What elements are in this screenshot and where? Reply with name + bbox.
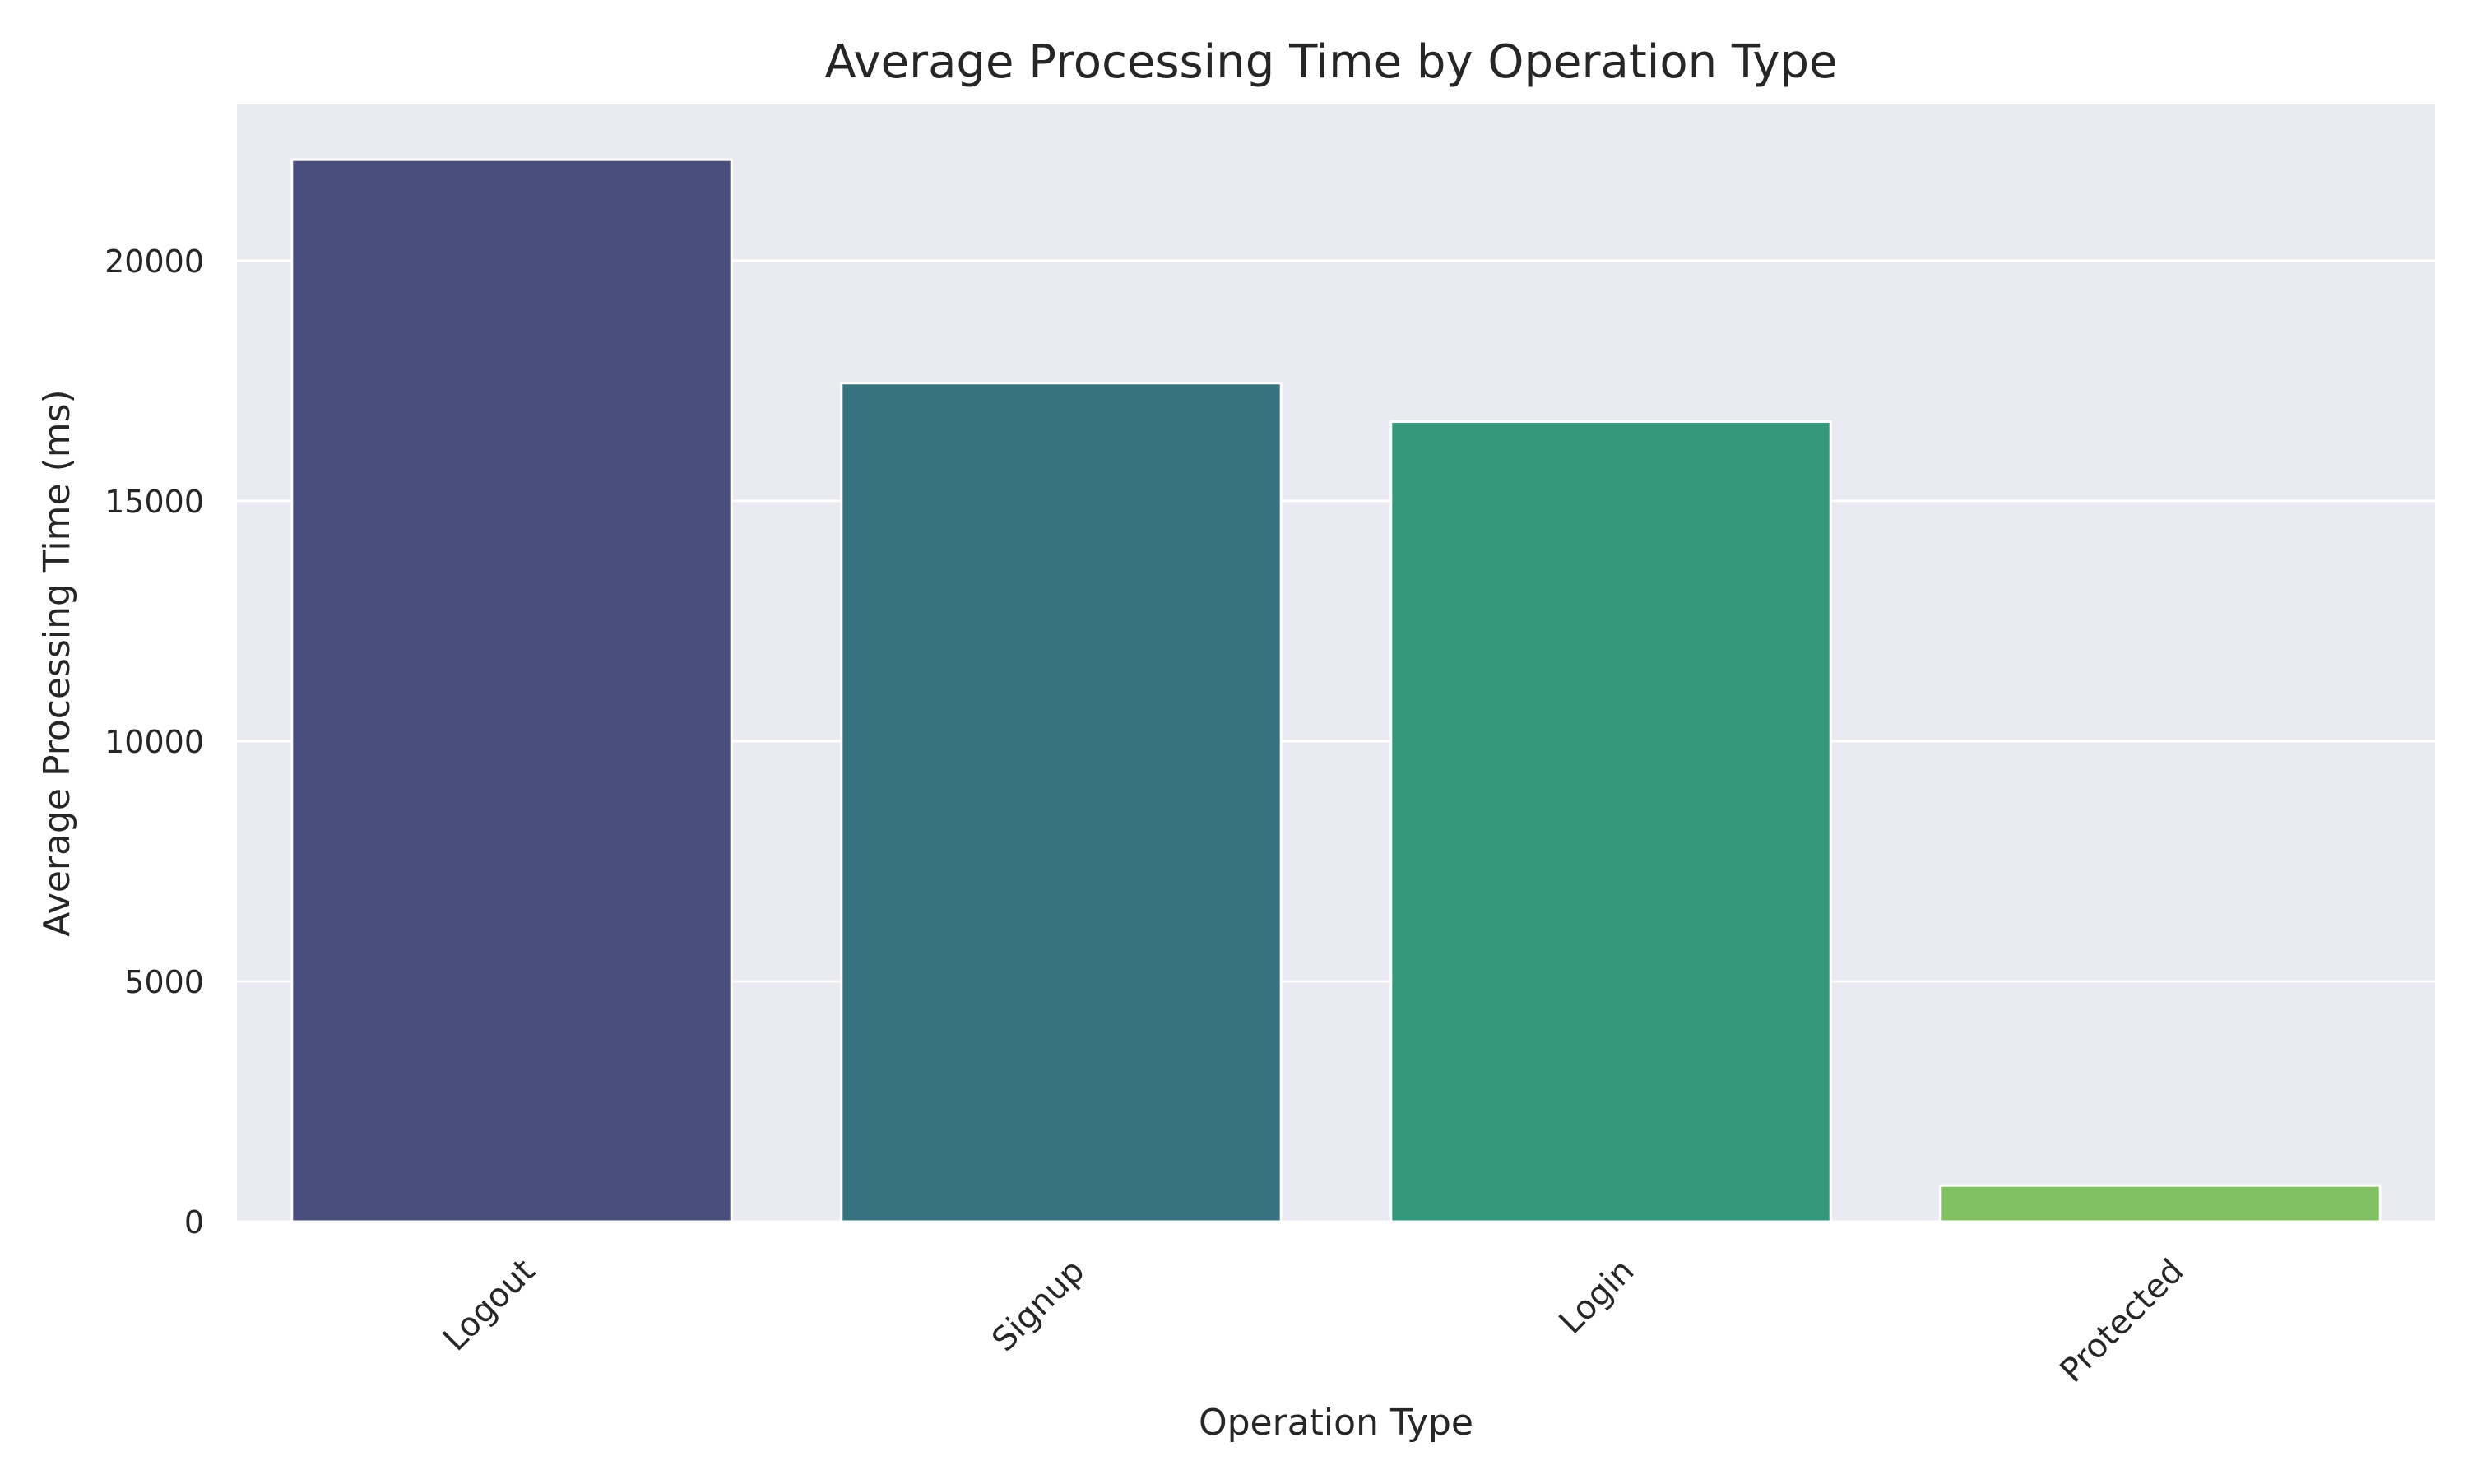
y-tick-label: 20000 bbox=[104, 243, 204, 280]
x-tick-label-protected: Protected bbox=[2053, 1252, 2192, 1390]
x-axis-ticks: Logout Signup Login Protected bbox=[436, 1252, 2191, 1390]
y-axis-label: Average Processing Time (ms) bbox=[36, 389, 78, 936]
y-tick-label: 10000 bbox=[104, 724, 204, 760]
x-tick-label-login: Login bbox=[1552, 1252, 1642, 1342]
chart-title: Average Processing Time by Operation Typ… bbox=[824, 35, 1837, 89]
bar-protected bbox=[1939, 1184, 2382, 1223]
y-tick-label: 5000 bbox=[124, 964, 204, 1000]
y-tick-label: 0 bbox=[184, 1204, 204, 1241]
bar-signup bbox=[840, 382, 1283, 1223]
x-tick-label-logout: Logout bbox=[436, 1252, 542, 1358]
y-tick-label: 15000 bbox=[104, 484, 204, 520]
x-axis-label: Operation Type bbox=[1199, 1402, 1473, 1444]
x-tick-label-signup: Signup bbox=[985, 1252, 1092, 1359]
y-axis-ticks: 0 5000 10000 15000 20000 bbox=[104, 243, 204, 1241]
bar-login bbox=[1389, 420, 1832, 1223]
bars bbox=[290, 158, 2382, 1223]
bar-logout bbox=[290, 158, 733, 1223]
